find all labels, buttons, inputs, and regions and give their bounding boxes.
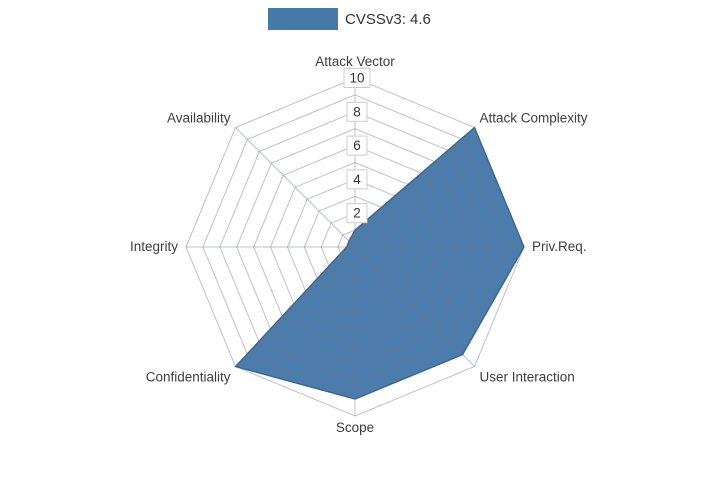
radial-tick-box: [343, 68, 371, 88]
grid-ring: [303, 195, 407, 299]
radial-ticks: 2 4 6 8 10: [343, 68, 371, 224]
axis-label-user-interaction: User Interaction: [480, 370, 575, 385]
radial-tick-label: 4: [353, 172, 361, 187]
radial-tick-box: [346, 203, 368, 224]
axis-label-priv-req-: Priv.Req.: [532, 239, 587, 254]
grid-ring: [320, 212, 390, 282]
radial-tick-box: [346, 169, 368, 190]
radial-tick-label: 8: [353, 104, 361, 119]
axis-label-attack-vector: Attack Vector: [315, 54, 395, 69]
axis-label-availability: Availability: [167, 111, 231, 126]
radial-tick-label: 2: [353, 206, 361, 221]
grid-ring: [286, 178, 424, 316]
axis-label-confidentiality: Confidentiality: [146, 370, 231, 385]
grid-ring: [337, 229, 373, 265]
radial-tick-box: [346, 135, 368, 156]
grid-spoke: [354, 127, 475, 248]
radial-tick-box: [346, 101, 368, 122]
axis-label-attack-complexity: Attack Complexity: [480, 111, 588, 126]
axis-label-scope: Scope: [336, 420, 374, 435]
radial-tick-label: 10: [349, 71, 364, 86]
grid-ring: [219, 111, 491, 383]
grid-spoke: [235, 127, 356, 248]
grid-spoke: [354, 246, 475, 367]
legend-swatch[interactable]: [268, 8, 338, 30]
radar-series-outline: [234, 126, 525, 400]
grid-ring: [269, 161, 441, 333]
radar-series-fill: [235, 127, 524, 400]
axis-label-integrity: Integrity: [130, 239, 178, 254]
radial-tick-label: 6: [353, 138, 361, 153]
grid-ring: [253, 145, 457, 349]
grid-spoke: [235, 246, 356, 367]
grid-ring: [236, 128, 474, 366]
legend-label[interactable]: CVSSv3: 4.6: [345, 10, 431, 28]
legend[interactable]: CVSSv3: 4.6: [268, 8, 431, 30]
